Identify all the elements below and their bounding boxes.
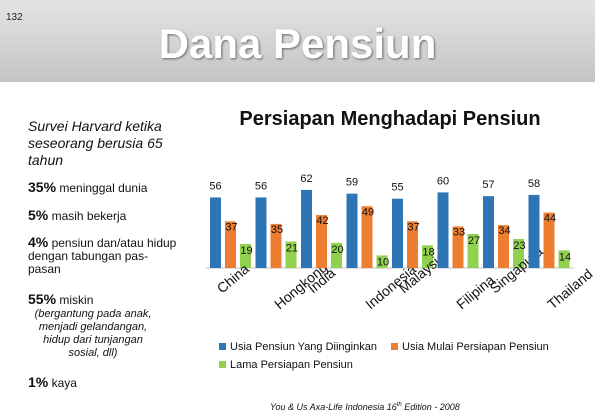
legend-label: Usia Pensiun Yang Diinginkan <box>230 341 377 353</box>
data-label: 20 <box>331 244 343 256</box>
legend-label: Usia Mulai Persiapan Pensiun <box>402 341 549 353</box>
bar-usia-mulai-persiapan-pensiun-hongkong <box>270 223 282 268</box>
legend-swatch <box>391 343 398 350</box>
legend-label: Lama Persiapan Pensiun <box>230 359 353 371</box>
data-label: 21 <box>286 243 298 255</box>
data-label: 34 <box>498 225 510 237</box>
stat-text: meninggal dunia <box>59 181 148 195</box>
data-label: 23 <box>513 240 525 252</box>
stat-text: pensiun dan/atau hidup dengan tabungan p… <box>28 236 177 276</box>
source-superscript: th <box>396 402 402 408</box>
data-label: 56 <box>209 180 221 192</box>
source-text: You & Us Axa-Life Indonesia 16 <box>270 402 397 412</box>
bar-usia-pensiun-yang-diinginkan-filipina <box>437 192 449 268</box>
data-label: 59 <box>346 177 358 189</box>
bar-lama-persiapan-pensiun-thailand <box>558 250 570 268</box>
bar-lama-persiapan-pensiun-hongkong <box>285 241 297 268</box>
page-title: Dana Pensiun <box>158 20 437 67</box>
bar-usia-pensiun-yang-diinginkan-hongkong <box>255 197 267 268</box>
data-label: 49 <box>362 206 374 218</box>
data-label: 33 <box>453 226 465 238</box>
survey-title: Survei Harvard ketika seseorang berusia … <box>28 118 163 168</box>
stat-text: miskin <box>59 293 94 307</box>
bar-usia-mulai-persiapan-pensiun-indonesia <box>361 206 373 268</box>
stat-poor: 55% miskin (bergantung pada anak, menjad… <box>28 291 188 360</box>
bar-lama-persiapan-pensiun-singapura <box>513 239 524 268</box>
bar-usia-pensiun-yang-diinginkan-indonesia <box>346 193 358 268</box>
page-number: 132 <box>6 12 23 23</box>
data-label: 60 <box>437 175 449 187</box>
bar-lama-persiapan-pensiun-china <box>240 244 251 268</box>
data-label: 18 <box>422 246 434 258</box>
data-label: 10 <box>377 256 389 268</box>
stat-percent: 5% <box>28 207 49 223</box>
data-label: 14 <box>559 251 571 263</box>
bar-usia-mulai-persiapan-pensiun-thailand <box>543 212 555 268</box>
stat-percent: 4% <box>28 234 49 250</box>
bar-usia-mulai-persiapan-pensiun-malaysia <box>407 221 418 268</box>
source-citation: You & Us Axa-Life Indonesia 16th Edition… <box>270 402 460 412</box>
category-label-thailand: Thailand <box>544 266 595 313</box>
legend-swatch <box>219 361 226 368</box>
data-label: 56 <box>255 180 267 192</box>
stat-note: (bergantung pada anak, menjadi gelandang… <box>34 308 152 359</box>
data-label: 37 <box>225 221 237 233</box>
bar-usia-pensiun-yang-diinginkan-india <box>301 189 312 268</box>
data-label: 55 <box>391 182 403 194</box>
stat-text: masih bekerja <box>51 209 127 223</box>
source-text-end: Edition - 2008 <box>401 402 460 412</box>
bar-lama-persiapan-pensiun-malaysia <box>422 245 433 268</box>
bar-usia-mulai-persiapan-pensiun-filipina <box>452 226 464 268</box>
stat-text: kaya <box>51 376 77 390</box>
category-label-filipina: Filipina <box>453 271 497 312</box>
bar-lama-persiapan-pensiun-filipina <box>467 233 479 268</box>
stat-percent: 35% <box>28 179 57 195</box>
chart-title: Persiapan Menghadapi Pensiun <box>239 108 541 130</box>
data-label: 19 <box>240 245 252 257</box>
bar-usia-pensiun-yang-diinginkan-singapura <box>483 196 494 268</box>
data-label: 57 <box>482 179 494 191</box>
stat-working: 5% masih bekerja <box>28 207 188 223</box>
data-label: 62 <box>300 173 312 185</box>
stat-died: 35% meninggal dunia <box>28 179 188 195</box>
bar-usia-mulai-persiapan-pensiun-singapura <box>498 225 509 268</box>
data-label: 35 <box>271 224 283 236</box>
bar-lama-persiapan-pensiun-indonesia <box>376 255 388 268</box>
stat-rich: 1% kaya <box>28 374 188 390</box>
legend-swatch <box>219 343 226 350</box>
bar-usia-mulai-persiapan-pensiun-india <box>316 215 327 268</box>
bar-usia-mulai-persiapan-pensiun-china <box>225 221 236 268</box>
bar-usia-pensiun-yang-diinginkan-thailand <box>528 194 540 268</box>
data-label: 44 <box>544 213 556 225</box>
data-label: 42 <box>316 215 328 227</box>
stat-retired-tight: 4% pensiun dan/atau hidup dengan tabunga… <box>28 234 178 276</box>
data-label: 37 <box>407 221 419 233</box>
bar-lama-persiapan-pensiun-india <box>331 242 342 268</box>
stat-percent: 1% <box>28 374 49 390</box>
data-label: 58 <box>528 178 540 190</box>
data-label: 27 <box>468 235 480 247</box>
bar-usia-pensiun-yang-diinginkan-malaysia <box>392 198 403 268</box>
header-band <box>0 0 595 82</box>
bar-usia-pensiun-yang-diinginkan-china <box>210 197 221 268</box>
stat-percent: 55% <box>28 291 57 307</box>
